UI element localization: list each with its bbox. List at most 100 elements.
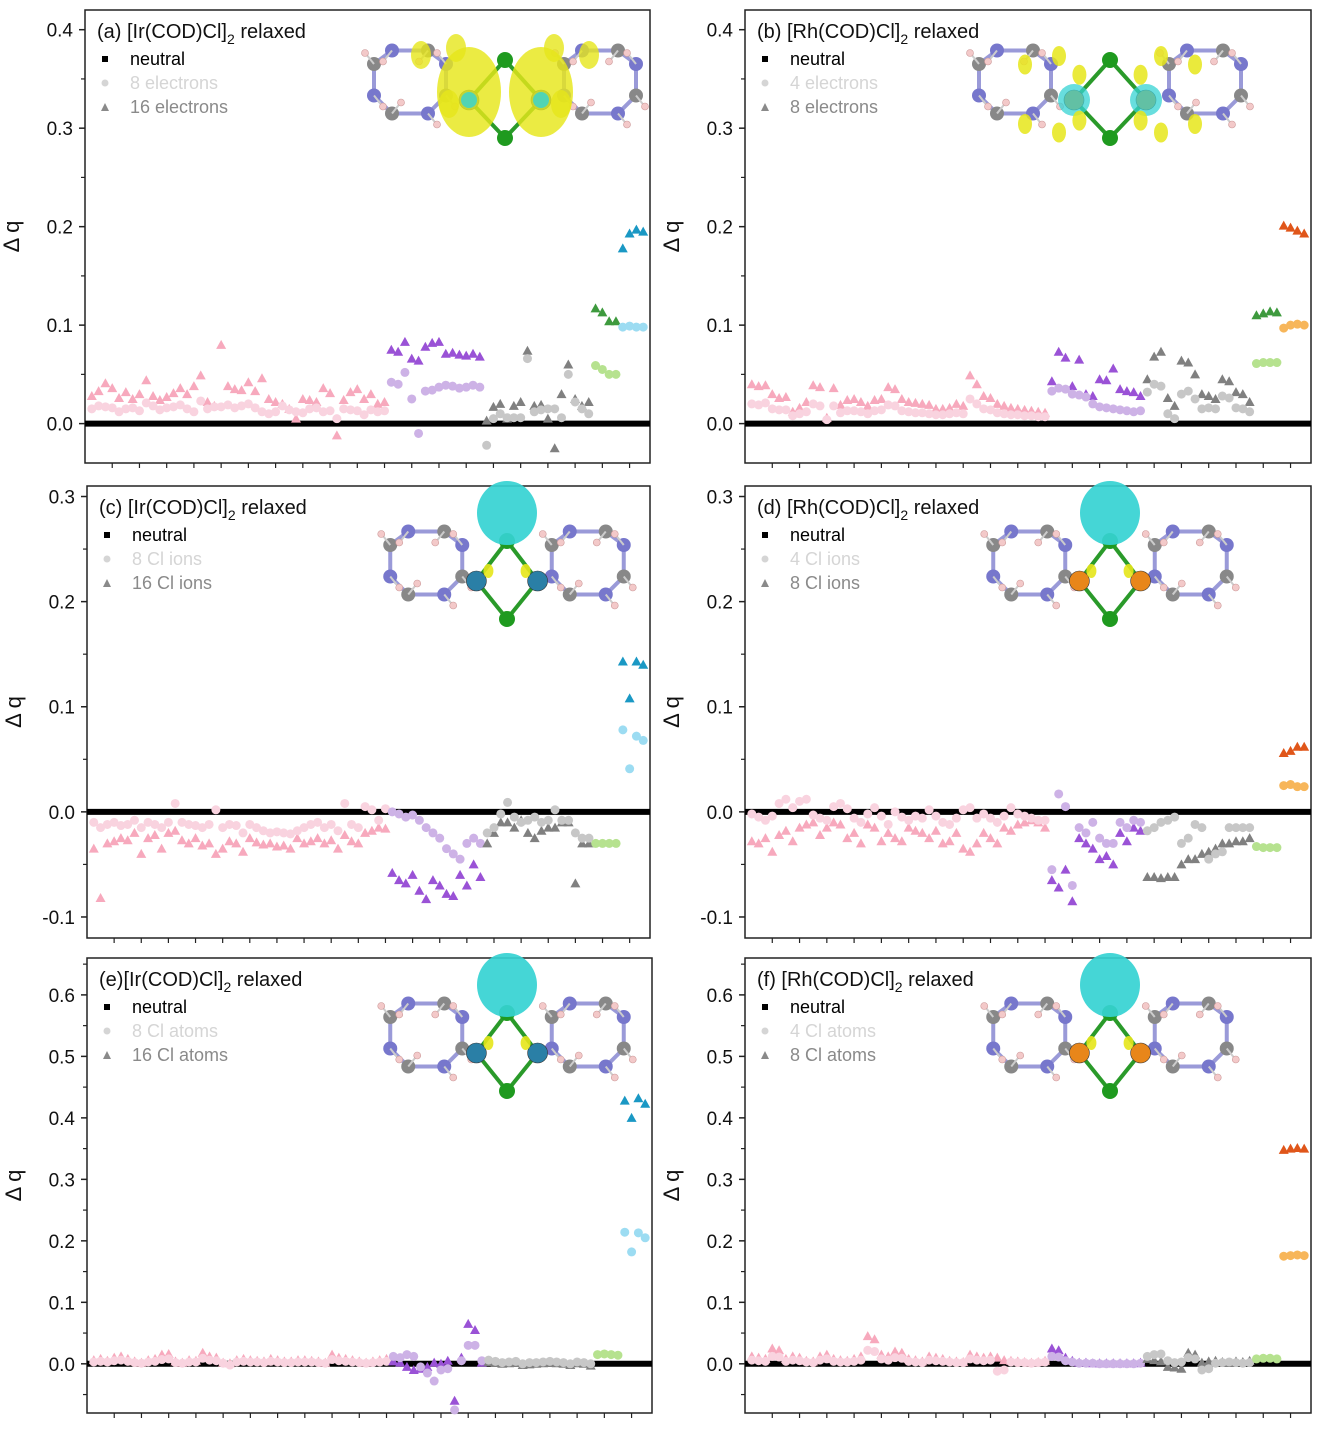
h-atom — [395, 583, 404, 592]
cl-atom — [1102, 611, 1118, 627]
data-point — [319, 838, 330, 848]
data-point — [183, 838, 194, 848]
data-point — [985, 833, 996, 843]
data-point — [1183, 833, 1193, 843]
data-point — [760, 1356, 770, 1366]
data-point — [958, 805, 968, 815]
data-point — [747, 809, 757, 819]
data-point — [1238, 404, 1248, 414]
h-atom — [1052, 1073, 1061, 1082]
data-point — [462, 838, 472, 848]
data-point — [992, 1366, 1002, 1376]
data-point — [631, 656, 642, 666]
data-point — [347, 1357, 357, 1367]
y-axis-label: Δ q — [1, 1170, 26, 1202]
legend: neutral 8 Cl ions 16 Cl ions — [103, 525, 212, 593]
data-point — [1088, 1358, 1098, 1368]
data-point — [1046, 1343, 1057, 1353]
data-point — [808, 399, 818, 409]
data-point — [1245, 407, 1255, 417]
data-point — [1149, 823, 1159, 833]
series-5 — [482, 797, 594, 843]
data-point — [279, 828, 289, 838]
data-point — [300, 1357, 310, 1367]
data-point — [801, 794, 811, 804]
data-point — [360, 802, 370, 812]
legend-marker-square — [762, 56, 768, 62]
data-point — [449, 1395, 460, 1405]
legend: neutral 4 Cl ions 8 Cl ions — [761, 525, 860, 593]
h-atom — [1213, 530, 1222, 538]
data-point — [230, 403, 240, 413]
legend-label: 4 Cl atoms — [790, 1021, 876, 1041]
data-point — [150, 1356, 160, 1366]
data-point — [808, 810, 818, 820]
data-point — [815, 382, 826, 392]
data-point — [890, 401, 900, 411]
data-point — [1197, 1365, 1207, 1375]
series-1 — [747, 394, 1050, 425]
data-point — [516, 817, 526, 827]
data-point — [395, 1353, 405, 1363]
data-point — [1061, 1356, 1071, 1366]
isosurface-yellow-lobe — [1018, 54, 1032, 75]
data-point — [1136, 1358, 1146, 1368]
y-tick-label: 0.4 — [707, 21, 734, 42]
h-atom — [1228, 49, 1236, 57]
data-point — [1156, 1349, 1166, 1359]
data-point — [427, 875, 438, 885]
data-point — [1265, 843, 1275, 853]
h-atom — [1159, 583, 1168, 592]
series-3 — [1047, 383, 1146, 417]
series-8 — [1278, 220, 1310, 238]
data-point — [794, 402, 805, 412]
data-point — [631, 224, 642, 234]
data-point — [236, 385, 247, 395]
data-point — [162, 403, 172, 413]
series-5 — [1142, 812, 1255, 864]
data-point — [904, 407, 914, 417]
data-point — [767, 1351, 777, 1361]
h-atom — [628, 583, 637, 592]
data-point — [359, 410, 369, 420]
data-point — [346, 836, 357, 846]
series-5 — [1142, 379, 1255, 424]
data-point — [380, 823, 391, 833]
legend: neutral 8 Cl atoms 16 Cl atoms — [103, 997, 228, 1065]
data-point — [148, 391, 159, 401]
h-atom — [998, 1010, 1007, 1019]
data-point — [1081, 392, 1091, 402]
data-point — [338, 394, 349, 404]
data-point — [332, 414, 342, 424]
data-point — [1299, 741, 1310, 751]
data-point — [1121, 386, 1132, 396]
data-point — [570, 397, 580, 407]
legend-label: 8 Cl atoms — [790, 1045, 876, 1065]
legend-marker-square — [102, 56, 108, 62]
data-point — [606, 1350, 616, 1360]
data-point — [373, 822, 384, 832]
data-point — [502, 817, 513, 827]
data-point — [883, 382, 894, 392]
h-atom — [1210, 57, 1218, 66]
data-point — [1258, 843, 1268, 853]
data-point — [1217, 391, 1227, 401]
data-point — [109, 1356, 119, 1366]
data-point — [456, 1356, 466, 1366]
data-point — [205, 1355, 215, 1365]
data-point — [760, 398, 770, 408]
data-point — [767, 846, 778, 856]
data-point — [781, 1356, 791, 1366]
data-point — [890, 833, 901, 843]
data-point — [1149, 1350, 1159, 1360]
data-point — [795, 796, 805, 806]
isosurface-yellow-lobe — [446, 34, 466, 62]
data-point — [1149, 872, 1160, 882]
legend-label: 8 electrons — [130, 73, 218, 93]
data-point — [279, 1358, 289, 1368]
data-point — [341, 1356, 351, 1366]
data-point — [896, 393, 907, 403]
data-point — [917, 827, 928, 837]
data-point — [1013, 410, 1023, 420]
data-point — [422, 1368, 432, 1378]
